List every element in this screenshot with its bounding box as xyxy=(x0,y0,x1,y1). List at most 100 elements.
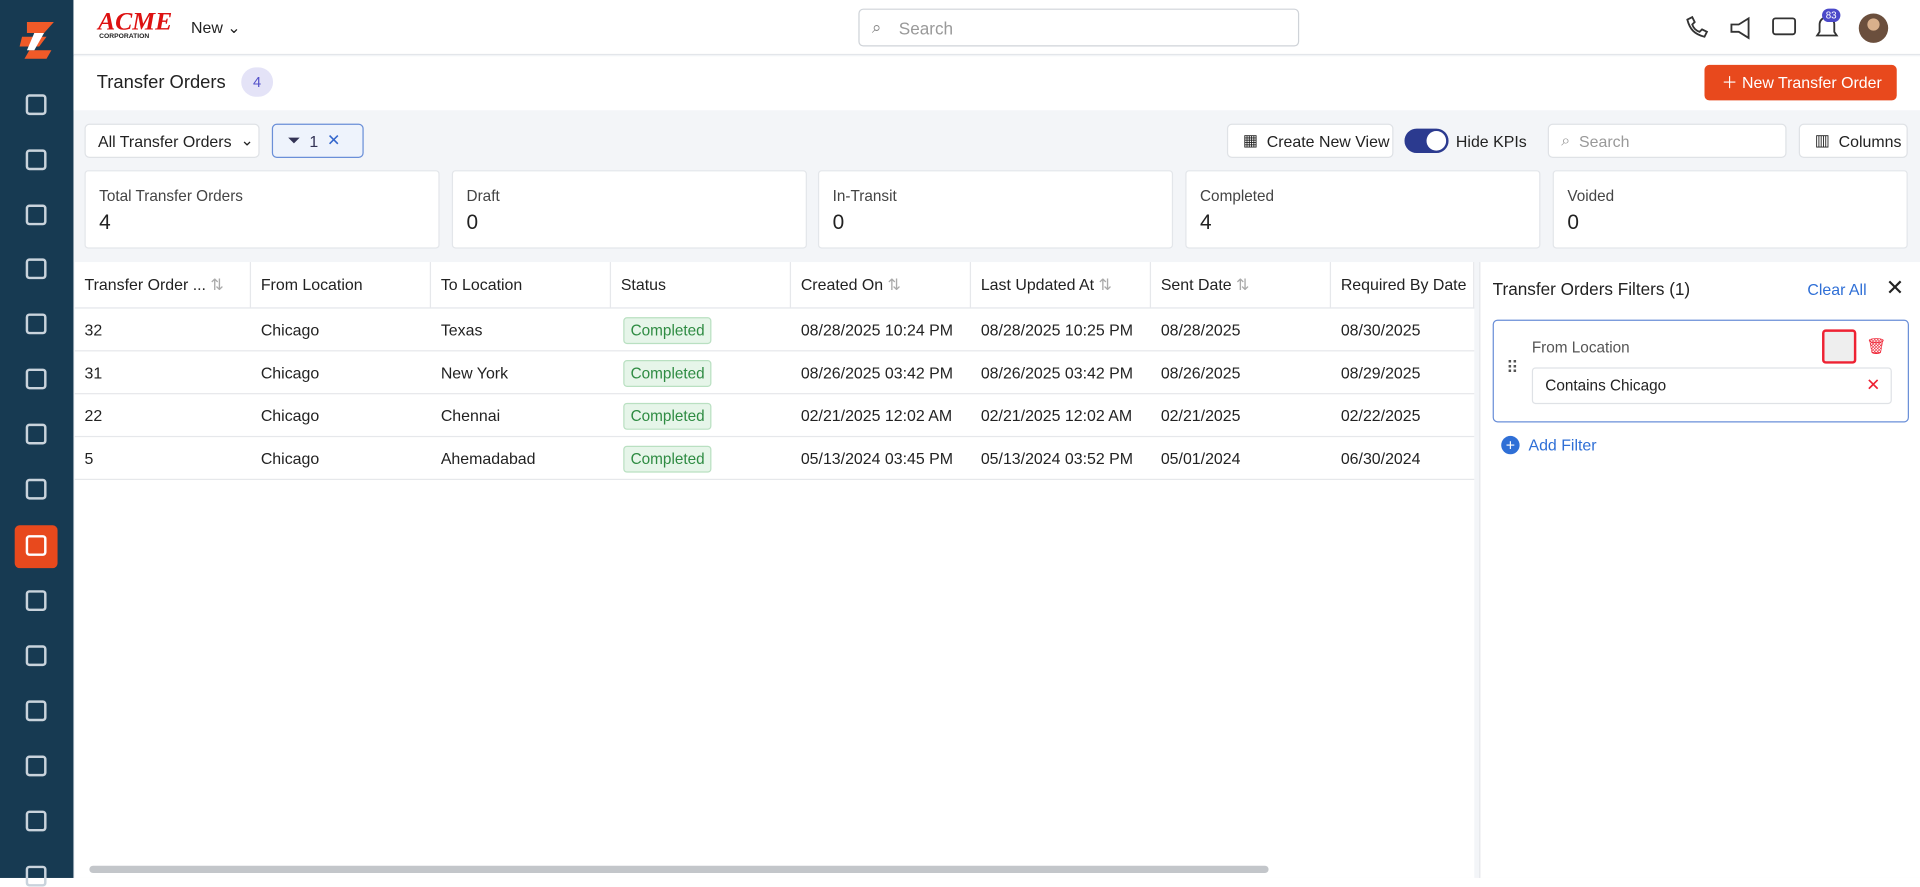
nav-icon[interactable] xyxy=(25,755,47,777)
close-panel[interactable]: ✕ xyxy=(1885,275,1905,301)
sort-icon[interactable]: ⇅ xyxy=(205,275,224,294)
horizontal-scrollbar[interactable] xyxy=(89,865,1269,874)
view-select[interactable]: All Transfer Orders ⌄ xyxy=(84,123,260,158)
remove-condition[interactable]: ✕ xyxy=(1866,374,1881,395)
table-cell: New York xyxy=(440,363,509,383)
table-cell: Completed xyxy=(611,351,791,394)
kpi-value: 0 xyxy=(466,210,479,234)
table-search[interactable]: ⌕ Search xyxy=(1547,123,1787,158)
table-cell: 08/26/2025 xyxy=(1160,363,1241,383)
nav-icon[interactable] xyxy=(25,810,47,832)
kpi-label: Voided xyxy=(1567,187,1615,205)
column-header-label: To Location xyxy=(440,275,523,294)
view-label: All Transfer Orders xyxy=(97,131,232,151)
table-cell: 5 xyxy=(84,449,94,468)
filter-panel: Transfer Orders Filters (1) Clear All ✕ … xyxy=(1479,262,1920,878)
nav-icon[interactable] xyxy=(25,590,47,612)
kpi-card: In-Transit 0 xyxy=(817,170,1174,249)
nav-icon[interactable] xyxy=(25,478,47,500)
kpi-value: 0 xyxy=(832,210,845,234)
table-cell: 05/13/2024 03:52 PM xyxy=(980,449,1134,468)
global-search[interactable]: ⌕ Search xyxy=(858,8,1300,47)
table-cell: Chicago xyxy=(260,406,320,425)
kpi-card: Voided 0 xyxy=(1552,170,1908,249)
nav-icon[interactable] xyxy=(25,149,47,171)
table-cell: Chicago xyxy=(260,320,320,340)
filter-field: From Location xyxy=(1531,339,1630,357)
kpi-label: Draft xyxy=(466,187,500,205)
new-menu[interactable]: New ⌄ xyxy=(191,18,241,37)
top-bar: ACME CORPORATION New ⌄ ⌕ Search 83 xyxy=(73,0,1920,56)
table-cell: 31 xyxy=(84,363,103,383)
column-header[interactable]: To Location xyxy=(431,262,612,309)
table-cell: 05/13/2024 03:45 PM xyxy=(800,449,954,468)
new-transfer-order-button[interactable]: ＋ New Transfer Order xyxy=(1704,64,1897,101)
delete-button[interactable]: 🗑 xyxy=(1866,336,1887,356)
table: Transfer Order ... ⇅ From Location To Loca… xyxy=(74,262,1475,878)
clear-all[interactable]: Clear All xyxy=(1807,280,1867,299)
table-cell: Ahemadabad xyxy=(440,449,536,468)
table-cell: 02/22/2025 xyxy=(1340,406,1421,425)
table-cell: Chicago xyxy=(260,363,320,383)
table-cell: 02/21/2025 12:02 AM xyxy=(980,406,1133,425)
columns-label: Columns xyxy=(1838,131,1902,151)
column-header[interactable]: Created On ⇅ xyxy=(791,262,972,309)
kpi-value: 4 xyxy=(1200,210,1212,234)
hide-kpis-label: Hide KPIs xyxy=(1455,132,1527,151)
column-header[interactable]: Transfer Order ... ⇅ xyxy=(75,262,252,309)
new-menu-label: New xyxy=(191,18,223,37)
column-header-label: Required By Date xyxy=(1340,275,1467,294)
nav-icon[interactable] xyxy=(25,535,47,556)
table-row[interactable]: 31 Chicago New York Completed 08/26/2025 03:… xyxy=(74,351,1475,395)
nav-icon[interactable] xyxy=(25,94,47,116)
kpi-label: Completed xyxy=(1200,187,1275,205)
nav-icon[interactable] xyxy=(25,423,47,445)
nav-icon[interactable] xyxy=(25,313,47,335)
column-header[interactable]: Required By Date xyxy=(1331,262,1475,309)
status-badge: Completed xyxy=(623,402,712,430)
table-row[interactable]: 22 Chicago Chennai Completed 02/21/2025 12:0… xyxy=(74,394,1475,438)
add-filter[interactable]: + Add Filter xyxy=(1501,435,1597,455)
sidebar xyxy=(0,0,74,887)
column-header[interactable]: Last Updated At ⇅ xyxy=(971,262,1152,309)
column-header-label: Status xyxy=(620,275,666,294)
search-placeholder: Search xyxy=(898,18,954,38)
nav-icon[interactable] xyxy=(25,258,47,280)
filter-chip[interactable]: ⏷ 1 ✕ xyxy=(271,123,364,158)
nav-icon[interactable] xyxy=(25,368,47,390)
columns-button[interactable]: ▥ Columns xyxy=(1798,123,1908,158)
table-search-placeholder: Search xyxy=(1578,131,1630,151)
nav-icon[interactable] xyxy=(25,204,47,226)
pin-button[interactable] xyxy=(1822,329,1857,364)
logo: ACME xyxy=(97,6,173,36)
new-transfer-order-label: New Transfer Order xyxy=(1741,73,1882,92)
table-cell: 02/21/2025 12:02 AM xyxy=(800,406,953,425)
create-view-button[interactable]: ▦ Create New View xyxy=(1226,123,1394,158)
drag-handle[interactable]: ⠿ xyxy=(1506,357,1519,378)
kpi-value: 4 xyxy=(99,210,111,234)
table-cell: Chennai xyxy=(440,406,501,425)
nav-icon[interactable] xyxy=(25,865,47,887)
column-header[interactable]: Status xyxy=(611,262,792,309)
table-cell: 22 xyxy=(84,406,103,425)
column-header[interactable]: Sent Date ⇅ xyxy=(1151,262,1332,309)
column-header[interactable]: From Location xyxy=(251,262,432,309)
column-header-label: Sent Date xyxy=(1160,275,1232,294)
table-cell: 08/29/2025 xyxy=(1340,363,1421,383)
sort-icon[interactable]: ⇅ xyxy=(1231,275,1250,294)
table-row[interactable]: 5 Chicago Ahemadabad Completed 05/13/2024 03… xyxy=(74,437,1475,481)
sort-icon[interactable]: ⇅ xyxy=(883,275,901,294)
kpi-card: Draft 0 xyxy=(451,170,807,249)
nav-icon[interactable] xyxy=(25,700,47,722)
hide-kpis-toggle[interactable] xyxy=(1404,128,1449,154)
table-cell: 08/26/2025 03:42 PM xyxy=(800,363,954,383)
nav-icon[interactable] xyxy=(25,645,47,667)
table-cell: 32 xyxy=(84,320,103,340)
header-icons xyxy=(1686,13,1889,43)
filter-condition[interactable]: Contains Chicago ✕ xyxy=(1531,367,1892,405)
table-row[interactable]: 32 Chicago Texas Completed 08/28/2025 10:24 … xyxy=(74,309,1475,352)
sort-icon[interactable]: ⇅ xyxy=(1094,275,1112,294)
title-bar: Transfer Orders 4 ＋ New Transfer Order xyxy=(73,56,1920,111)
